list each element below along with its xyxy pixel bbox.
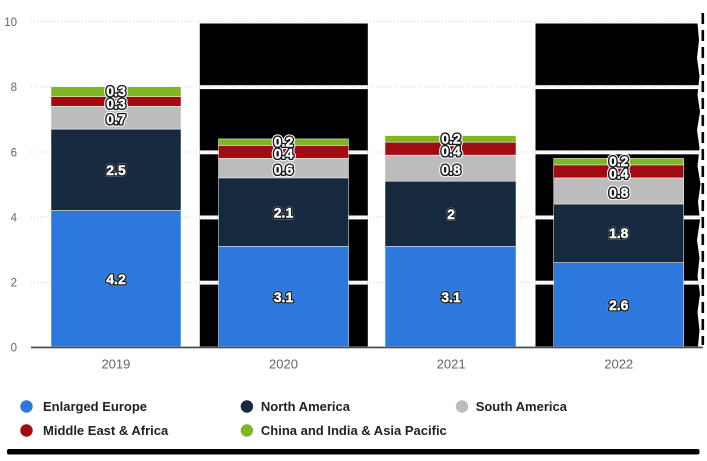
svg-text:1.8: 1.8 — [609, 225, 629, 241]
svg-text:0.7: 0.7 — [106, 111, 126, 127]
svg-text:0.7: 0.7 — [106, 111, 126, 127]
svg-text:0.2: 0.2 — [441, 130, 461, 146]
svg-text:0.4: 0.4 — [609, 166, 629, 182]
svg-text:0.2: 0.2 — [609, 153, 629, 169]
svg-text:0.6: 0.6 — [274, 161, 294, 177]
svg-text:2022: 2022 — [604, 356, 633, 371]
svg-text:3.1: 3.1 — [441, 289, 461, 305]
svg-text:4.2: 4.2 — [106, 271, 126, 287]
svg-text:0.4: 0.4 — [274, 146, 294, 162]
svg-text:0.4: 0.4 — [609, 166, 629, 182]
svg-text:0.7: 0.7 — [106, 111, 126, 127]
svg-text:2: 2 — [11, 278, 17, 290]
svg-text:6: 6 — [11, 147, 17, 159]
svg-text:4.2: 4.2 — [106, 271, 126, 287]
svg-text:3.1: 3.1 — [274, 289, 294, 305]
svg-text:0.4: 0.4 — [609, 166, 629, 182]
svg-text:0.2: 0.2 — [274, 134, 294, 150]
svg-text:0.6: 0.6 — [274, 161, 294, 177]
svg-text:0.3: 0.3 — [106, 96, 126, 112]
svg-text:2.1: 2.1 — [274, 205, 294, 221]
svg-text:2.6: 2.6 — [609, 297, 629, 313]
svg-text:2.5: 2.5 — [106, 162, 126, 178]
svg-text:0.2: 0.2 — [441, 130, 461, 146]
svg-text:8: 8 — [11, 82, 17, 94]
svg-text:0.8: 0.8 — [609, 185, 629, 201]
svg-text:2: 2 — [447, 206, 455, 222]
svg-text:2.1: 2.1 — [274, 205, 294, 221]
svg-text:0.8: 0.8 — [609, 185, 629, 201]
svg-text:0.8: 0.8 — [441, 161, 461, 177]
svg-text:0.3: 0.3 — [106, 83, 126, 99]
svg-text:3.1: 3.1 — [441, 289, 461, 305]
svg-text:0.3: 0.3 — [106, 83, 126, 99]
svg-text:Enlarged Europe: Enlarged Europe — [43, 399, 147, 414]
svg-text:2020: 2020 — [269, 356, 298, 371]
svg-text:0.2: 0.2 — [441, 130, 461, 146]
svg-text:0.3: 0.3 — [106, 96, 126, 112]
svg-text:2021: 2021 — [437, 356, 466, 371]
svg-text:0.4: 0.4 — [441, 143, 461, 159]
svg-text:0.2: 0.2 — [609, 153, 629, 169]
svg-text:Middle East & Africa: Middle East & Africa — [43, 423, 169, 438]
svg-text:2.6: 2.6 — [609, 297, 629, 313]
svg-text:0.8: 0.8 — [441, 161, 461, 177]
svg-text:10: 10 — [4, 17, 17, 29]
svg-text:0.2: 0.2 — [609, 153, 629, 169]
svg-text:North America: North America — [261, 399, 351, 414]
svg-text:0.6: 0.6 — [274, 161, 294, 177]
svg-text:2: 2 — [447, 206, 455, 222]
svg-text:South America: South America — [476, 399, 568, 414]
svg-text:0.4: 0.4 — [274, 146, 294, 162]
svg-text:0.3: 0.3 — [106, 83, 126, 99]
svg-text:2.5: 2.5 — [106, 162, 126, 178]
svg-text:4: 4 — [11, 213, 18, 225]
svg-text:China and India & Asia Pacific: China and India & Asia Pacific — [261, 423, 447, 438]
svg-text:2: 2 — [447, 206, 455, 222]
svg-text:0.4: 0.4 — [274, 146, 294, 162]
svg-text:0.2: 0.2 — [274, 134, 294, 150]
svg-text:0.8: 0.8 — [441, 161, 461, 177]
svg-text:2.1: 2.1 — [274, 205, 294, 221]
svg-text:2.6: 2.6 — [609, 297, 629, 313]
svg-text:3.1: 3.1 — [441, 289, 461, 305]
svg-text:0.4: 0.4 — [441, 143, 461, 159]
svg-text:1.8: 1.8 — [609, 225, 629, 241]
svg-text:0.2: 0.2 — [274, 134, 294, 150]
svg-text:0.3: 0.3 — [106, 96, 126, 112]
svg-text:2.5: 2.5 — [106, 162, 126, 178]
svg-text:0.8: 0.8 — [609, 185, 629, 201]
svg-text:3.1: 3.1 — [274, 289, 294, 305]
svg-text:0.4: 0.4 — [441, 143, 461, 159]
svg-text:1.8: 1.8 — [609, 225, 629, 241]
svg-text:2019: 2019 — [101, 356, 130, 371]
svg-text:4.2: 4.2 — [106, 271, 126, 287]
svg-text:0: 0 — [11, 343, 17, 355]
svg-text:3.1: 3.1 — [274, 289, 294, 305]
